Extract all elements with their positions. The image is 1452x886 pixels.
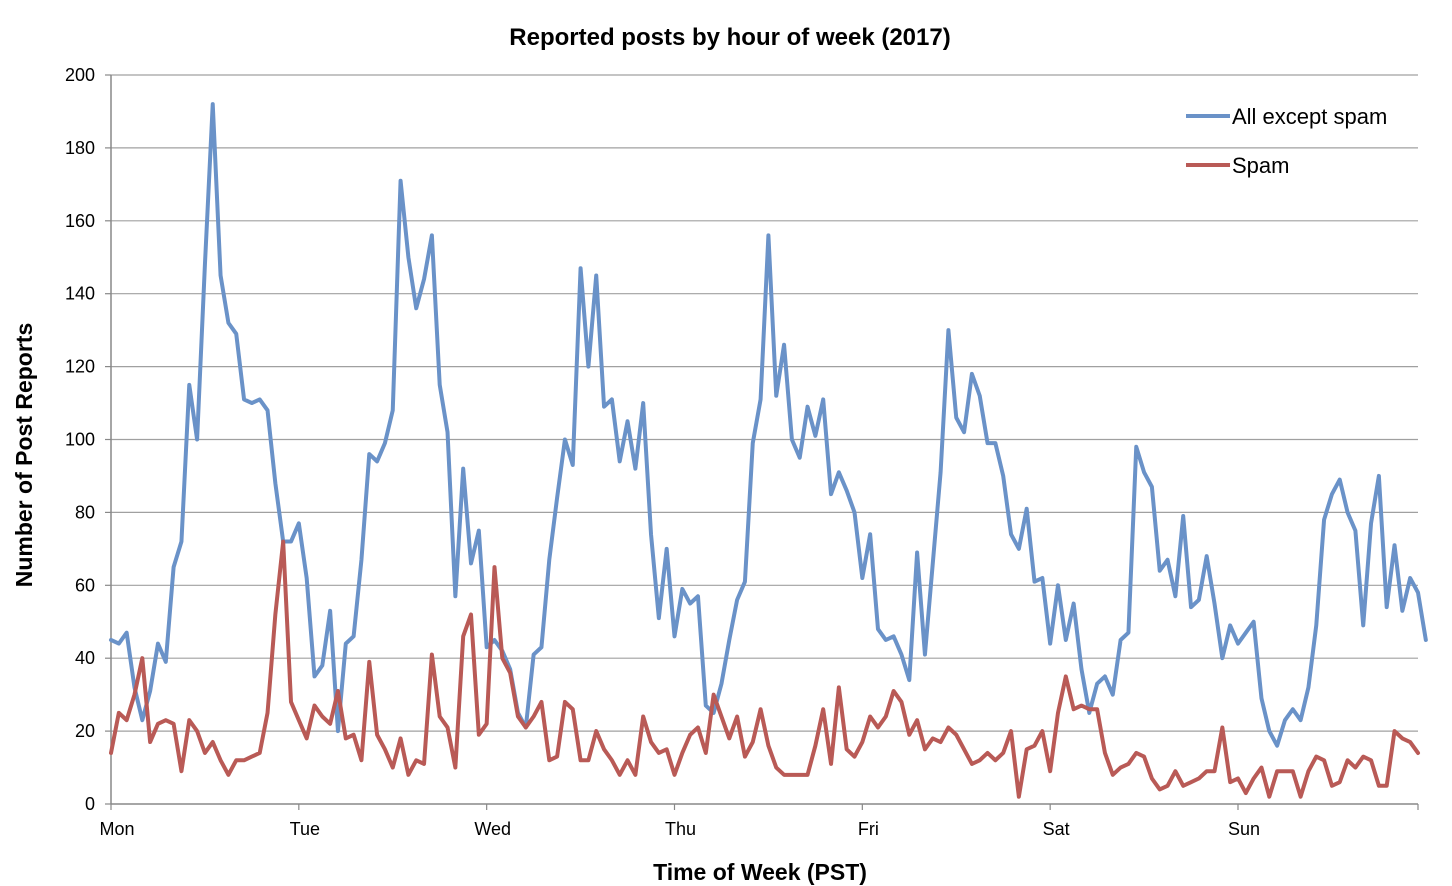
y-tick-labels: 0 20 40 60 80 100 120 140 160 180 200 [65, 65, 111, 814]
y-tick-label-40: 40 [75, 648, 95, 668]
y-tick-label-180: 180 [65, 138, 95, 158]
legend: All except spam Spam [1186, 104, 1387, 178]
x-tick-label-tue: Tue [290, 819, 320, 839]
x-tick-labels: Mon Tue Wed Thu Fri Sat Sun [99, 804, 1419, 839]
y-tick-label-160: 160 [65, 211, 95, 231]
chart-title: Reported posts by hour of week (2017) [509, 24, 950, 51]
x-tick-label-wed: Wed [474, 819, 511, 839]
y-axis-title: Number of Post Reports [11, 323, 37, 588]
y-tick-label-80: 80 [75, 502, 95, 522]
y-tick-label-200: 200 [65, 65, 95, 85]
x-tick-label-fri: Fri [858, 819, 879, 839]
legend-label-spam: Spam [1232, 153, 1289, 178]
x-tick-label-thu: Thu [665, 819, 696, 839]
y-tick-label-100: 100 [65, 430, 95, 450]
gridlines [111, 74, 1418, 732]
x-tick-label-sun: Sun [1228, 819, 1260, 839]
y-tick-label-60: 60 [75, 575, 95, 595]
x-axis-title: Time of Week (PST) [653, 859, 867, 885]
y-tick-label-140: 140 [65, 284, 95, 304]
series-lines [109, 102, 1428, 799]
y-tick-label-120: 120 [65, 357, 95, 377]
series-line-spam [109, 539, 1420, 799]
series-line-all-except-spam [109, 102, 1428, 748]
x-tick-label-mon: Mon [99, 819, 134, 839]
x-tick-label-sat: Sat [1043, 819, 1070, 839]
y-tick-label-20: 20 [75, 721, 95, 741]
y-tick-label-0: 0 [85, 794, 95, 814]
legend-label-all-except-spam: All except spam [1232, 104, 1387, 129]
